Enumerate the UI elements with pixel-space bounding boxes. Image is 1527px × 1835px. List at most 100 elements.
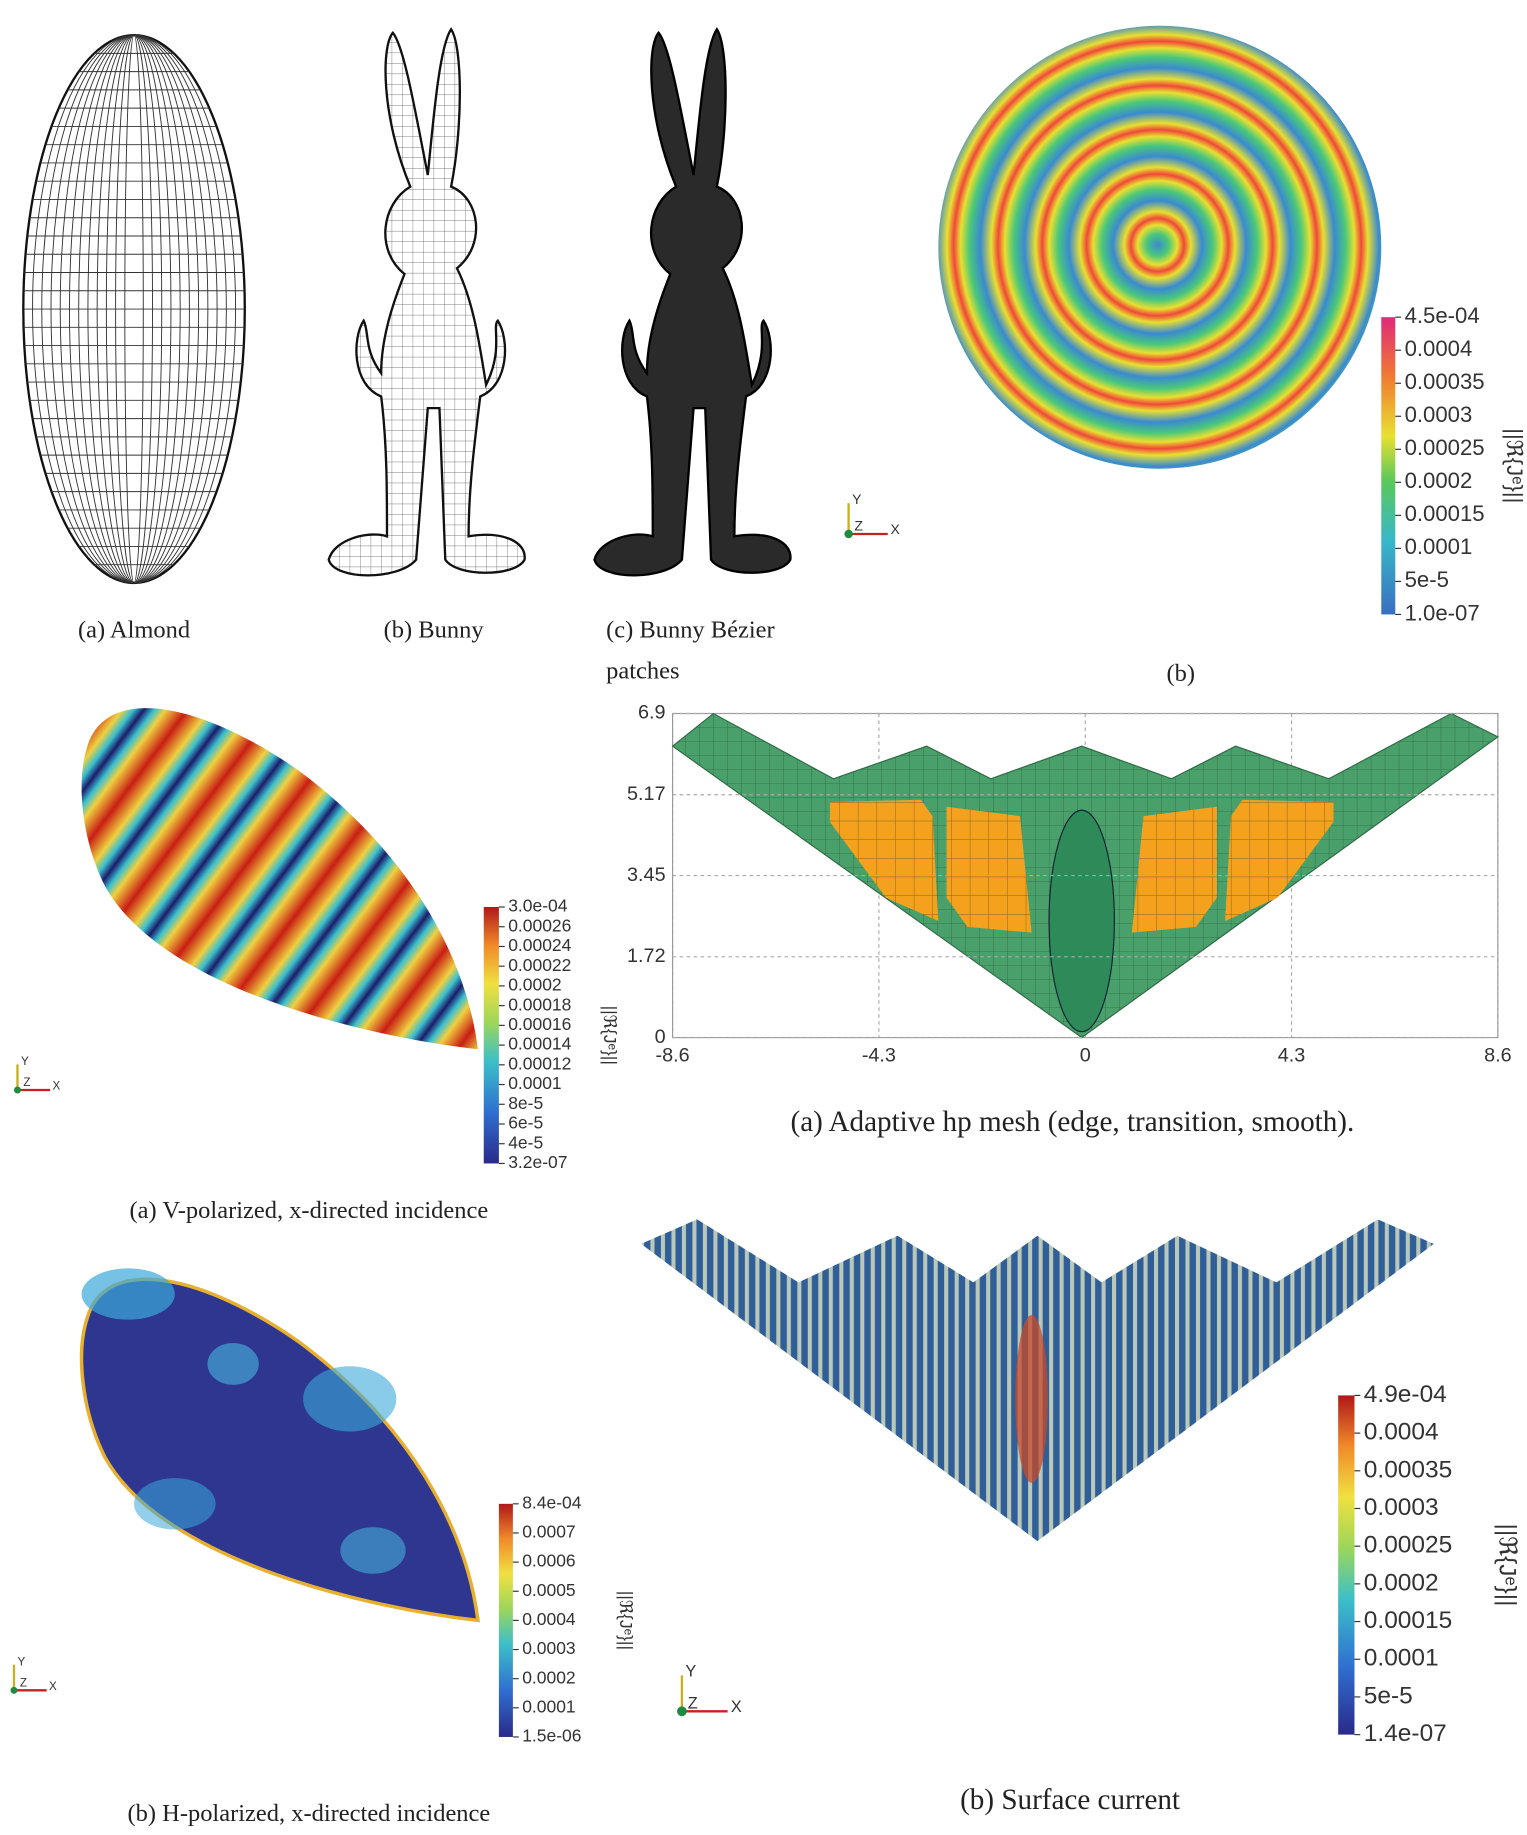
axes-triad: YZ X — [13, 1055, 60, 1094]
colorbar — [483, 907, 499, 1164]
refined-region — [1225, 799, 1334, 921]
colorbar-tick-label: 4e-5 — [508, 1132, 543, 1152]
colorbar-tick-label: 0.00025 — [1405, 435, 1485, 460]
colorbar-tick-label: 0.00035 — [1405, 369, 1485, 394]
y-tick-label: 3.45 — [627, 864, 666, 886]
colorbar-tick-label: 1.5e-06 — [522, 1726, 581, 1746]
colorbar-tick-label: 3.2e-07 — [508, 1152, 567, 1172]
colorbar-tick-label: 0.0001 — [1405, 534, 1473, 559]
colorbar-tick-label: 0.00012 — [508, 1053, 571, 1073]
x-tick-label: 0 — [1080, 1044, 1091, 1066]
colorbar — [1381, 317, 1396, 615]
colorbar-tick-label: 0.0004 — [1405, 336, 1473, 361]
caption: (b) H-polarized, x-directed incidence — [128, 1800, 491, 1827]
caption: (a) V-polarized, x-directed incidence — [130, 1197, 489, 1224]
axis-label: Z — [23, 1076, 30, 1089]
colorbar-tick-label: 1.4e-07 — [1364, 1720, 1447, 1747]
axis-label: Y — [17, 1655, 25, 1668]
mesh-line — [32, 34, 237, 584]
caption: (b) Surface current — [960, 1784, 1180, 1816]
colorbar-tick-label: 3.0e-04 — [508, 896, 568, 916]
x-tick-label: -8.6 — [656, 1044, 690, 1066]
bunny-bezier — [593, 28, 792, 577]
colorbar-tick-label: 8.4e-04 — [522, 1492, 582, 1512]
colorbar-tick-label: 0.00015 — [1405, 501, 1485, 526]
refined-region — [946, 806, 1032, 933]
axis-label: Z — [688, 1695, 698, 1713]
axis-z — [677, 1706, 687, 1717]
colorbar-tick-label: 0.00026 — [508, 915, 571, 935]
colorbar-tick-label: 0.0002 — [1364, 1569, 1439, 1596]
sphere-current — [938, 25, 1382, 469]
highlight — [303, 1366, 397, 1432]
colorbar-tick-label: 8e-5 — [508, 1093, 543, 1113]
y-tick-label: 6.9 — [638, 702, 666, 724]
colorbar-label: ||ℜ{Jᵉ}|| — [616, 1591, 636, 1650]
colorbar-tick-label: 6e-5 — [508, 1113, 543, 1133]
colorbar-tick-label: 0.0007 — [522, 1522, 575, 1542]
almond-wireframe — [22, 33, 246, 585]
colorbar-tick-label: 0.0002 — [508, 975, 561, 995]
almond-v-current — [81, 708, 478, 1050]
almond-h-current — [79, 1268, 480, 1623]
colorbar-tick-label: 0.00016 — [508, 1014, 571, 1034]
highlight — [81, 1268, 175, 1320]
axis-label: Y — [685, 1662, 696, 1680]
colorbar-tick-label: 0.00025 — [1364, 1532, 1452, 1559]
colorbar-tick-label: 0.0004 — [522, 1609, 576, 1629]
cockpit-mesh — [1048, 809, 1115, 1033]
caption: patches — [606, 658, 679, 685]
refined-region — [1131, 806, 1217, 933]
axis-label: Z — [20, 1676, 27, 1689]
axis-z — [844, 529, 853, 539]
colorbar-tick-label: 0.00015 — [1364, 1607, 1452, 1634]
axis-label: X — [731, 1698, 742, 1716]
colorbar-tick-label: 5e-5 — [1405, 567, 1449, 592]
colorbar-tick-label: 4.5e-04 — [1405, 303, 1480, 328]
bunny-mesh — [327, 28, 526, 577]
axis-label: Y — [852, 491, 862, 507]
caption: (a) Adaptive hp mesh (edge, transition, … — [791, 1106, 1355, 1138]
colorbar-tick-label: 0.00014 — [508, 1034, 571, 1054]
colorbar-tick-label: 0.0005 — [522, 1580, 575, 1600]
colorbar — [498, 1503, 513, 1737]
colorbar-tick-label: 0.00035 — [1364, 1456, 1452, 1483]
colorbar-label: ||ℜ{Jᵉ}|| — [1502, 428, 1527, 503]
colorbar-label: ||ℜ{Jᵉ}|| — [1494, 1524, 1521, 1607]
caption: (c) Bunny Bézier — [606, 617, 775, 644]
colorbar-tick-label: 0.0003 — [1364, 1494, 1439, 1521]
colorbar-tick-label: 0.0002 — [1405, 468, 1473, 493]
axis-label: X — [52, 1080, 60, 1093]
colorbar-tick-label: 0.00024 — [508, 935, 571, 955]
colorbar-tick-label: 0.0002 — [522, 1667, 575, 1687]
colorbar-tick-label: 0.0006 — [522, 1551, 575, 1571]
current-hotspot — [1015, 1314, 1048, 1483]
axis-z — [13, 1086, 21, 1094]
axes-triad: YZ X — [677, 1662, 742, 1717]
highlight — [340, 1527, 406, 1574]
highlight — [207, 1342, 259, 1385]
colorbar-tick-label: 0.0001 — [1364, 1645, 1439, 1672]
axes-triad: YZ X — [844, 491, 901, 539]
highlight — [134, 1478, 216, 1530]
y-tick-label: 1.72 — [627, 945, 666, 967]
axis-label: X — [891, 521, 901, 537]
colorbar-tick-label: 0.0004 — [1364, 1419, 1439, 1446]
y-tick-label: 0 — [655, 1026, 666, 1048]
colorbar-tick-label: 0.00018 — [508, 994, 571, 1014]
x-tick-label: 8.6 — [1484, 1044, 1512, 1066]
colorbar — [1338, 1395, 1355, 1735]
colorbar-tick-label: 5e-5 — [1364, 1682, 1413, 1709]
axis-label: Z — [854, 518, 863, 534]
axis-z — [10, 1686, 18, 1694]
x-tick-label: 4.3 — [1278, 1044, 1306, 1066]
caption: (b) — [1167, 660, 1196, 687]
colorbar-tick-label: 0.0003 — [522, 1638, 575, 1658]
colorbar-tick-label: 4.9e-04 — [1364, 1381, 1447, 1408]
almond-h-shape — [79, 1277, 480, 1623]
colorbar-tick-label: 0.0003 — [1405, 402, 1473, 427]
axis-label: X — [49, 1680, 57, 1693]
refined-region — [829, 799, 939, 921]
x-tick-label: -4.3 — [862, 1044, 896, 1066]
